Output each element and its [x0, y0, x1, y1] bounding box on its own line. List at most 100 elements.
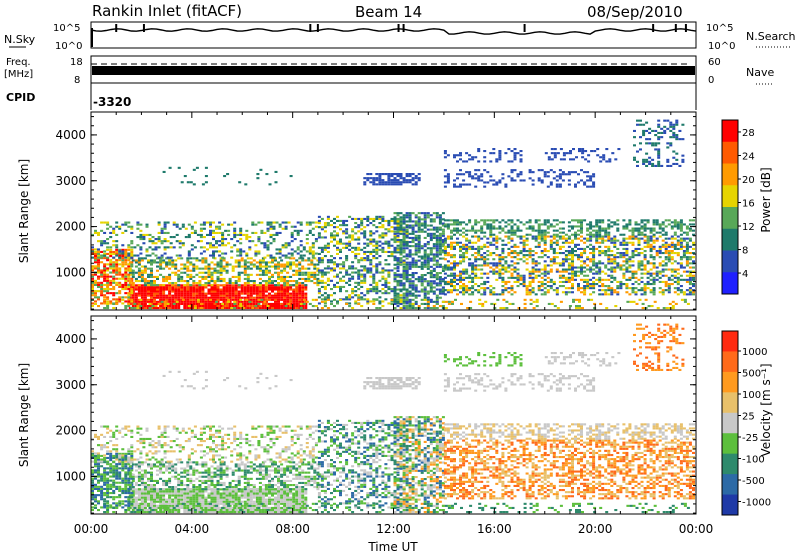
echo-cell — [567, 225, 571, 228]
echo-cell — [317, 215, 321, 218]
echo-cell — [308, 223, 312, 226]
echo-cell — [339, 263, 342, 266]
echo-cell — [118, 269, 122, 272]
echo-cell — [492, 287, 496, 290]
echo-cell — [190, 231, 194, 234]
echo-cell — [586, 256, 590, 259]
echo-cell — [387, 292, 391, 295]
echo-cell — [207, 305, 211, 308]
echo-cell — [510, 287, 514, 290]
echo-cell — [390, 300, 394, 303]
echo-cell — [118, 225, 122, 228]
echo-cell — [369, 283, 373, 286]
echo-cell — [580, 219, 583, 222]
echo-cell — [652, 272, 656, 275]
echo-cell — [106, 238, 110, 241]
echo-cell — [333, 236, 336, 239]
echo-cell — [504, 270, 508, 273]
echo-cell — [692, 247, 695, 250]
echo-cell — [569, 158, 572, 161]
echo-cell — [354, 246, 358, 249]
echo-cell — [628, 256, 632, 259]
echo-cell — [589, 243, 593, 246]
echo-cell — [242, 233, 246, 236]
echo-cell — [651, 144, 655, 147]
echo-cell — [154, 248, 158, 251]
echo-cell — [333, 275, 336, 278]
echo-cell — [673, 221, 677, 224]
echo-cell — [234, 288, 238, 291]
echo-cell — [561, 262, 565, 265]
echo-cell — [396, 267, 400, 270]
echo-cell — [393, 286, 397, 289]
echo-cell — [237, 263, 241, 266]
echo-cell — [157, 240, 161, 243]
echo-cell — [378, 183, 382, 186]
echo-cell — [139, 229, 143, 232]
echo-cell — [456, 227, 459, 230]
echo-cell — [254, 254, 258, 257]
echo-cell — [348, 236, 352, 239]
echo-cell — [456, 274, 459, 277]
echo-cell — [100, 229, 104, 232]
echo-cell — [688, 289, 692, 292]
echo-cell — [222, 286, 226, 289]
echo-cell — [261, 294, 265, 297]
echo-cell — [634, 280, 638, 283]
echo-cell — [137, 284, 141, 287]
echo-cell — [375, 257, 379, 260]
echo-cell — [263, 256, 267, 259]
echo-cell — [480, 175, 484, 178]
echo-cell — [127, 221, 131, 224]
echo-cell — [405, 300, 409, 303]
echo-cell — [360, 257, 364, 260]
echo-cell — [252, 284, 256, 287]
echo-cell — [177, 284, 181, 287]
echo-cell — [91, 265, 94, 268]
echo-cell — [198, 286, 202, 289]
echo-cell — [369, 177, 373, 180]
echo-cell — [225, 307, 229, 310]
echo-cell — [643, 233, 647, 236]
echo-cell — [320, 275, 324, 278]
echo-cell — [429, 298, 433, 301]
echo-cell — [140, 288, 144, 291]
echo-cell — [525, 239, 529, 242]
echo-cell — [160, 242, 164, 245]
echo-cell — [583, 266, 587, 269]
echo-cell — [357, 246, 361, 249]
echo-cell — [264, 271, 268, 274]
echo-cell — [137, 269, 141, 272]
echo-cell — [278, 250, 282, 253]
echo-cell — [147, 300, 150, 303]
echo-cell — [218, 221, 222, 224]
echo-cell — [308, 246, 312, 249]
cpid-panel: CPID -3320 — [6, 83, 697, 110]
echo-cell — [537, 233, 541, 236]
echo-cell — [610, 276, 614, 279]
echo-cell — [601, 250, 605, 253]
echo-cell — [408, 305, 412, 308]
echo-cell — [438, 241, 442, 244]
echo-cell — [286, 292, 290, 295]
echo-cell — [236, 254, 240, 257]
station-title: Rankin Inlet (fitACF) — [92, 2, 242, 20]
echo-cell — [257, 250, 261, 253]
echo-cell — [225, 261, 229, 264]
echo-cell — [137, 259, 141, 262]
echo-cell — [649, 250, 653, 253]
echo-cell — [549, 239, 553, 242]
echo-cell — [186, 282, 190, 285]
echo-cell — [543, 175, 547, 178]
echo-cell — [652, 256, 656, 259]
echo-cell — [622, 272, 626, 275]
echo-cell — [320, 217, 324, 220]
echo-cell — [443, 283, 447, 286]
echo-cell — [610, 262, 614, 265]
echo-cell — [688, 229, 692, 232]
echo-cell — [274, 259, 277, 262]
echo-cell — [97, 283, 100, 286]
echo-cell — [299, 250, 303, 253]
echo-cell — [580, 254, 583, 257]
echo-cell — [372, 285, 376, 288]
